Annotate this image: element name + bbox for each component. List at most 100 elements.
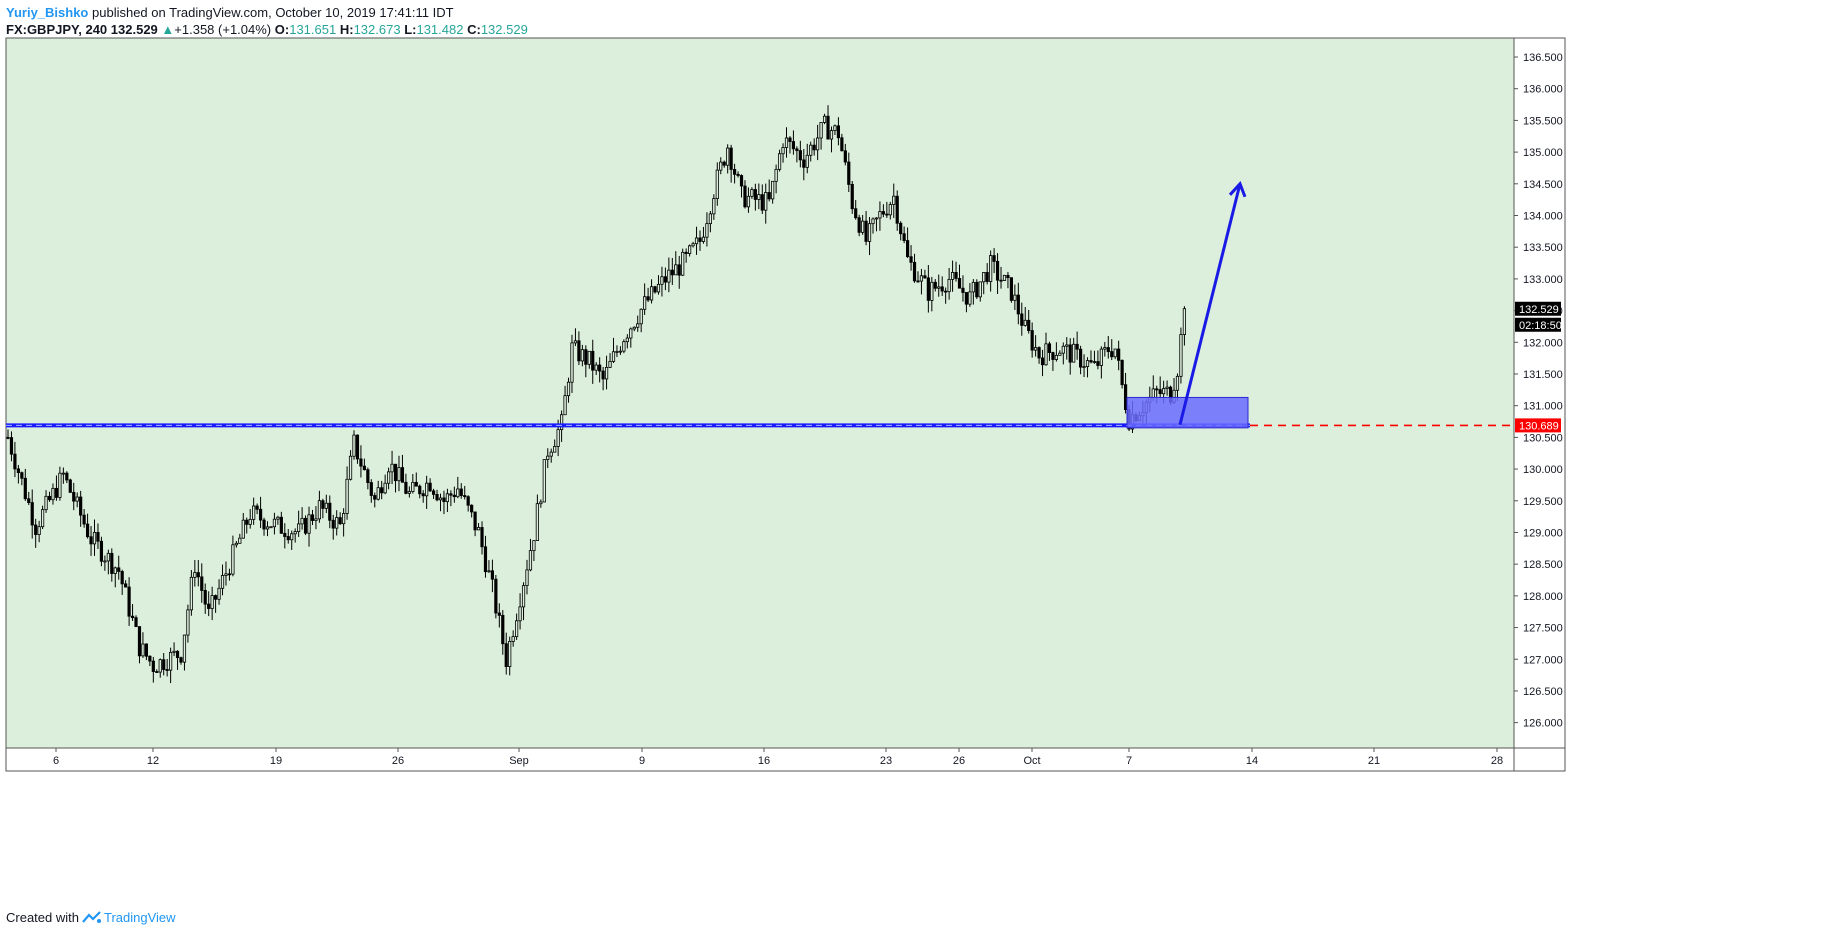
candle-body	[629, 328, 633, 339]
candle-body	[1054, 354, 1058, 360]
candle-body	[840, 137, 844, 152]
candle-body	[1120, 359, 1124, 386]
candle-body	[777, 153, 782, 170]
candle-body	[265, 526, 270, 530]
candle-body	[556, 429, 560, 447]
candle-body	[1009, 277, 1014, 301]
candle-body	[771, 180, 775, 200]
candle-body	[580, 349, 584, 362]
candle-body	[847, 161, 851, 185]
candle-body	[916, 280, 920, 283]
open-label: O:	[274, 22, 290, 37]
candle-body	[649, 286, 654, 301]
candle-body	[9, 437, 14, 455]
candle-body	[885, 213, 889, 216]
candle-body	[1051, 352, 1055, 360]
candle-body	[61, 472, 65, 475]
published-text: published on TradingView.com, October 10…	[92, 5, 454, 20]
candle-body	[203, 590, 207, 605]
candle-body	[819, 122, 823, 139]
time-tick-label: 23	[880, 755, 892, 767]
candle-body	[618, 350, 623, 353]
candle-body	[857, 217, 861, 233]
candle-body	[632, 326, 636, 330]
candle-body	[504, 643, 508, 667]
candle-body	[888, 204, 892, 216]
candle-body	[1106, 347, 1110, 352]
candle-body	[594, 364, 598, 371]
candle-body	[757, 194, 761, 200]
candle-body	[795, 148, 799, 152]
candle-body	[182, 634, 187, 663]
candle-body	[47, 495, 52, 501]
time-tick-label: 7	[1126, 755, 1132, 767]
candle-body	[964, 292, 969, 305]
change-arrow-icon: ▲	[161, 22, 175, 37]
price-tick-label: 136.500	[1523, 52, 1563, 64]
candle-body	[944, 290, 948, 293]
projection-arrow-shaft[interactable]	[1178, 183, 1242, 426]
candle-body	[1047, 343, 1052, 353]
candle-body	[37, 526, 41, 535]
candle-body	[376, 487, 380, 500]
candle-body	[148, 655, 152, 662]
candle-body	[134, 617, 138, 627]
candle-body	[923, 275, 927, 279]
author-link[interactable]: Yuriy_Bishko	[6, 5, 89, 20]
candle-body	[16, 468, 20, 474]
candle-body	[438, 497, 443, 501]
candle-body	[196, 572, 200, 578]
candle-body	[781, 147, 785, 155]
candle-body	[1023, 319, 1027, 326]
candle-body	[764, 192, 768, 211]
candle-body	[733, 169, 737, 175]
candle-body	[82, 514, 86, 525]
candle-body	[625, 337, 629, 343]
candle-body	[546, 455, 550, 460]
candle-body	[314, 518, 318, 521]
candle-body	[1061, 345, 1065, 354]
price-tick-label: 133.000	[1523, 274, 1563, 286]
candle-body	[20, 472, 24, 479]
candle-body	[290, 533, 294, 541]
candle-body	[895, 195, 899, 224]
candle-body	[1030, 330, 1034, 351]
candle-body	[158, 659, 162, 673]
candle-body	[331, 519, 335, 529]
candle-body	[961, 287, 965, 293]
candle-body	[217, 587, 221, 600]
price-tick-label: 133.500	[1523, 242, 1563, 254]
candle-body	[739, 175, 744, 187]
candle-body	[933, 281, 937, 289]
time-tick-label: Oct	[1023, 755, 1040, 767]
candle-body	[269, 526, 273, 529]
price-tick-label: 134.500	[1523, 179, 1563, 191]
candle-body	[386, 471, 391, 484]
candle-body	[515, 620, 519, 638]
candle-body	[445, 493, 450, 503]
candle-body	[1034, 347, 1038, 351]
candle-body	[1085, 360, 1090, 367]
candle-body	[681, 251, 685, 276]
candle-body	[449, 493, 453, 496]
candle-body	[137, 626, 142, 657]
candle-body	[1099, 348, 1103, 366]
tradingview-brand-link[interactable]: TradingView	[103, 910, 176, 925]
candle-body	[1044, 343, 1048, 366]
candle-body	[833, 125, 837, 131]
candle-body	[611, 351, 616, 362]
candle-body	[466, 496, 470, 506]
close-value: 132.529	[480, 22, 528, 37]
candle-body	[812, 144, 816, 151]
candle-body	[58, 472, 62, 498]
candle-body	[1092, 361, 1097, 363]
candle-body	[113, 567, 117, 574]
candle-body	[667, 269, 671, 283]
candle-body	[663, 276, 668, 283]
candle-body	[72, 491, 76, 502]
candle-body	[220, 575, 225, 589]
support-zone-box[interactable]	[1126, 396, 1249, 429]
candle-body	[746, 195, 751, 208]
candle-body	[729, 147, 733, 170]
